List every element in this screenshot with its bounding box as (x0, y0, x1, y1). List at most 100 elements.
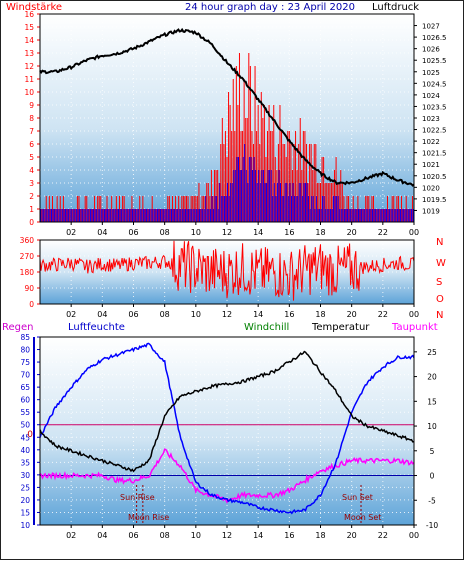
temperature-chart: 02 04 06 08 10 12 14 16 18 20 22 001015202530354045… (20, 333, 438, 540)
sun-rise-label: Sun Rise (120, 493, 155, 502)
sun-set-label: Sun Set (342, 493, 373, 502)
temp-ytick-label: 5 (430, 447, 435, 456)
wind-xtick-label: 02 (66, 228, 76, 237)
pressure-ytick-label: 1019 (422, 207, 440, 215)
dir-ytick-label: 360 (20, 236, 35, 245)
humidity-ytick-label: 15 (20, 508, 30, 517)
wind-ytick-label: 0 (29, 218, 34, 227)
pressure-ytick-label: 1021.5 (422, 150, 447, 158)
compass-label-n: N (436, 237, 443, 248)
compass-label-o: O (436, 294, 444, 305)
wind-xtick-label: 12 (222, 228, 232, 237)
regen-label: Regen (2, 322, 34, 333)
luftdruck-title: Luftdruck (372, 2, 419, 13)
humidity-ytick-label: 25 (20, 483, 30, 492)
pressure-ytick-label: 1026.5 (422, 34, 447, 42)
pressure-ytick-label: 1020 (422, 184, 440, 192)
dir-ytick-label: 180 (20, 268, 35, 277)
zero-left-label: 0 (27, 430, 33, 440)
pressure-line (39, 27, 415, 187)
wind-xtick-label: 16 (284, 228, 294, 237)
dir-xtick-label: 04 (97, 310, 107, 319)
temp-xtick-label: 22 (378, 531, 388, 540)
compass-label-s: S (436, 277, 442, 288)
wind-ytick-label: 8 (29, 114, 34, 123)
humidity-ytick-label: 10 (20, 521, 30, 530)
taupunkt-line (39, 448, 415, 504)
dir-xtick-label: 08 (160, 310, 170, 319)
pressure-ytick-label: 1023.5 (422, 103, 447, 111)
dir-xtick-label: 20 (347, 310, 357, 319)
dir-xtick-label: 12 (222, 310, 232, 319)
wind-ytick-label: 3 (29, 179, 34, 188)
temperatur-label: Temperatur (311, 322, 370, 333)
dir-xtick-label: 18 (315, 310, 325, 319)
humidity-ytick-label: 80 (20, 346, 30, 355)
wind-ytick-label: 6 (29, 140, 34, 149)
wind-ytick-label: 10 (24, 88, 34, 97)
humidity-ytick-label: 30 (20, 471, 30, 480)
wind-ytick-label: 9 (29, 101, 34, 110)
wind-xtick-label: 10 (191, 228, 201, 237)
pressure-ytick-label: 1023 (422, 115, 440, 123)
pressure-ytick-label: 1022 (422, 138, 440, 146)
temp-ytick-label: 25 (427, 348, 437, 357)
wind-xtick-label: 08 (160, 228, 170, 237)
humidity-ytick-label: 45 (20, 433, 30, 442)
wind-xtick-label: 04 (97, 228, 107, 237)
temp-xtick-label: 20 (347, 531, 357, 540)
dir-border (39, 239, 415, 305)
temp-xtick-label: 08 (160, 531, 170, 540)
wind-xtick-label: 20 (347, 228, 357, 237)
dir-xtick-label: 14 (253, 310, 263, 319)
wind-ytick-label: 1 (29, 205, 34, 214)
temp-xtick-label: 16 (284, 531, 294, 540)
humidity-ytick-label: 75 (20, 358, 30, 367)
humidity-ytick-label: 60 (20, 396, 30, 405)
pressure-ytick-label: 1021 (422, 161, 440, 169)
moon-set-label: Moon Set (344, 513, 381, 522)
luftfeuchte-label: Luftfeuchte (68, 322, 125, 333)
pressure-ytick-label: 1027 (422, 23, 440, 31)
luftfeuchte-line (39, 342, 415, 515)
wind-ytick-label: 14 (24, 36, 34, 45)
humidity-ytick-label: 65 (20, 383, 30, 392)
humidity-ytick-label: 40 (20, 446, 30, 455)
pressure-ytick-label: 1025.5 (422, 57, 447, 65)
wind-ytick-label: 2 (29, 192, 34, 201)
wind-border (39, 13, 415, 223)
humidity-ytick-label: 20 (20, 496, 30, 505)
wind-ytick-label: 11 (24, 75, 34, 84)
temp-xtick-label: 04 (97, 531, 107, 540)
pressure-ytick-label: 1026 (422, 46, 440, 54)
dir-ytick-label: 90 (24, 284, 34, 293)
graph-title: 24 hour graph day : 23 April 2020 (185, 2, 355, 13)
temp-xtick-label: 10 (191, 531, 201, 540)
dir-xtick-label: 00 (409, 310, 419, 319)
pressure-ytick-label: 1019.5 (422, 196, 447, 204)
pressure-ytick-label: 1025 (422, 69, 440, 77)
wind-ytick-label: 7 (29, 127, 34, 136)
compass-label-n: N (436, 310, 443, 321)
temp-xtick-label: 12 (222, 531, 232, 540)
humidity-ytick-label: 35 (20, 458, 30, 467)
temp-ytick-label: -10 (426, 521, 438, 530)
wind-ytick-label: 12 (24, 62, 34, 71)
temp-xtick-label: 14 (253, 531, 263, 540)
wind-ytick-label: 15 (24, 23, 34, 32)
wind-direction-line (39, 240, 415, 301)
humidity-ytick-label: 70 (20, 371, 30, 380)
dir-xtick-label: 02 (66, 310, 76, 319)
temp-xtick-label: 00 (409, 531, 419, 540)
humidity-ytick-label: 50 (20, 421, 30, 430)
wind-xtick-label: 00 (409, 228, 419, 237)
temp-ytick-label: 20 (427, 373, 437, 382)
pressure-ytick-label: 1020.5 (422, 173, 447, 181)
humidity-ytick-label: 55 (20, 408, 30, 417)
temp-border (39, 336, 415, 526)
wind-ytick-label: 4 (29, 166, 34, 175)
temp-ytick-label: 15 (427, 397, 437, 406)
